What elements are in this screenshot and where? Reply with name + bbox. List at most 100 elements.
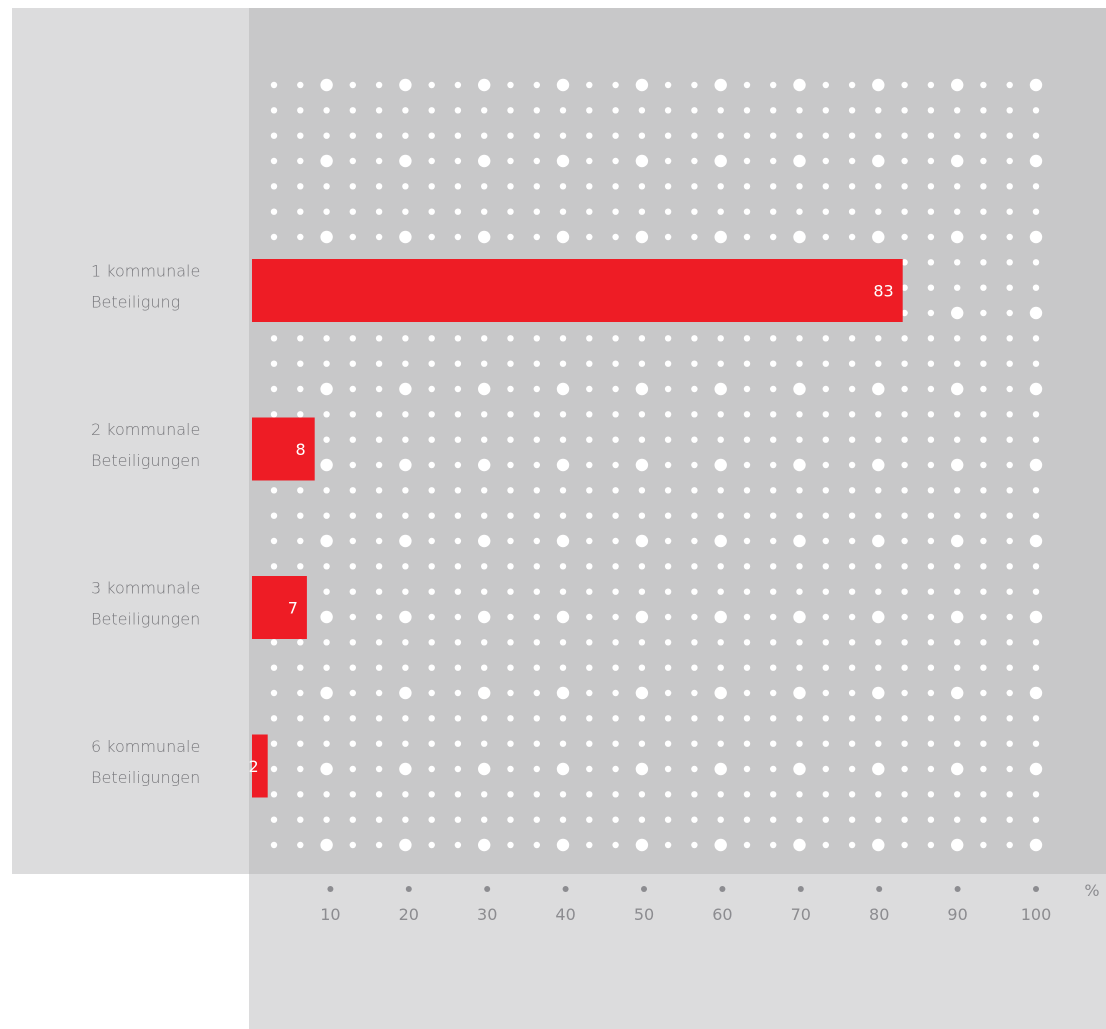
category-label: Beteiligungen xyxy=(91,451,200,470)
grid-dot xyxy=(270,157,278,165)
grid-dot xyxy=(559,715,567,722)
grid-dot xyxy=(848,385,856,393)
grid-dot xyxy=(796,411,803,418)
grid-dot xyxy=(691,588,698,595)
grid-dot xyxy=(1032,360,1040,367)
grid-dot-major xyxy=(320,686,333,700)
grid-dot xyxy=(375,588,383,595)
x-axis: 10 20 30 40 50 60 70 80 90 100 xyxy=(320,886,1051,924)
grid-dot xyxy=(875,512,882,519)
grid-dot xyxy=(927,588,935,595)
grid-dot xyxy=(375,360,383,367)
grid-dot-major xyxy=(714,382,727,396)
grid-dot xyxy=(375,107,383,114)
grid-dot xyxy=(612,436,619,443)
grid-dot xyxy=(586,107,593,114)
grid-dot xyxy=(822,841,829,849)
grid-dot xyxy=(375,512,383,519)
grid-dot xyxy=(507,563,514,570)
grid-dot xyxy=(428,360,435,367)
grid-dot xyxy=(980,664,987,671)
grid-dot xyxy=(533,335,540,342)
grid-dot xyxy=(612,208,619,215)
grid-dot xyxy=(375,740,383,747)
grid-dot-major xyxy=(478,762,491,776)
grid-dot xyxy=(454,816,462,823)
grid-dot xyxy=(770,107,777,114)
grid-dot-major xyxy=(872,610,885,624)
grid-dot xyxy=(586,335,593,342)
grid-dot-major xyxy=(320,154,333,168)
grid-dot xyxy=(428,613,435,621)
grid-dot xyxy=(717,208,724,215)
grid-dot xyxy=(586,588,593,595)
grid-dot xyxy=(717,588,724,595)
grid-dot xyxy=(454,740,462,747)
grid-dot xyxy=(349,664,356,671)
grid-dot xyxy=(507,436,514,443)
grid-dot xyxy=(533,233,540,241)
grid-dot xyxy=(349,385,356,393)
grid-dot xyxy=(586,639,593,646)
grid-dot xyxy=(691,183,698,190)
grid-dot xyxy=(901,385,908,393)
grid-dot xyxy=(875,436,882,443)
grid-dot xyxy=(375,233,383,241)
grid-dot xyxy=(743,461,751,469)
grid-dot xyxy=(717,664,724,671)
grid-dot xyxy=(980,81,987,89)
grid-dot-major xyxy=(793,382,806,396)
grid-dot xyxy=(507,715,514,722)
grid-dot xyxy=(454,411,462,418)
grid-dot xyxy=(691,816,698,823)
grid-dot xyxy=(428,816,435,823)
grid-dot xyxy=(770,436,777,443)
grid-dot xyxy=(402,791,409,798)
grid-dot xyxy=(954,791,961,798)
grid-dot xyxy=(1032,208,1040,215)
grid-dot xyxy=(848,132,856,139)
grid-dot xyxy=(954,487,961,494)
grid-dot-major xyxy=(793,78,806,92)
grid-dot xyxy=(770,208,777,215)
grid-dot xyxy=(533,791,540,798)
grid-dot xyxy=(638,107,646,114)
grid-dot xyxy=(402,208,409,215)
grid-dot xyxy=(822,461,829,469)
grid-dot xyxy=(664,360,672,367)
grid-dot xyxy=(927,816,935,823)
grid-dot-major xyxy=(714,458,727,472)
grid-dot xyxy=(1006,107,1013,114)
grid-dot xyxy=(270,411,278,418)
grid-dot xyxy=(375,664,383,671)
grid-dot xyxy=(980,259,987,266)
grid-dot xyxy=(481,563,488,570)
grid-dot xyxy=(822,664,829,671)
grid-dot-major xyxy=(793,230,806,244)
grid-dot xyxy=(848,411,856,418)
grid-dot xyxy=(638,436,646,443)
grid-dot xyxy=(1032,791,1040,798)
grid-dot xyxy=(691,791,698,798)
grid-dot xyxy=(980,385,987,393)
grid-dot xyxy=(1006,259,1013,266)
bar xyxy=(252,576,307,639)
grid-dot xyxy=(980,816,987,823)
grid-dot xyxy=(297,715,304,722)
grid-dot-major xyxy=(1029,154,1043,168)
grid-dot xyxy=(323,411,330,418)
grid-dot xyxy=(848,715,856,722)
grid-dot xyxy=(402,639,409,646)
grid-dot xyxy=(323,791,330,798)
grid-dot xyxy=(980,841,987,849)
grid-dot xyxy=(638,132,646,139)
grid-dot xyxy=(349,715,356,722)
grid-dot xyxy=(875,664,882,671)
grid-dot xyxy=(507,765,514,773)
grid-dot xyxy=(612,360,619,367)
grid-dot xyxy=(323,132,330,139)
grid-dot xyxy=(428,563,435,570)
grid-dot xyxy=(743,233,751,241)
grid-dot xyxy=(559,360,567,367)
grid-dot xyxy=(481,512,488,519)
